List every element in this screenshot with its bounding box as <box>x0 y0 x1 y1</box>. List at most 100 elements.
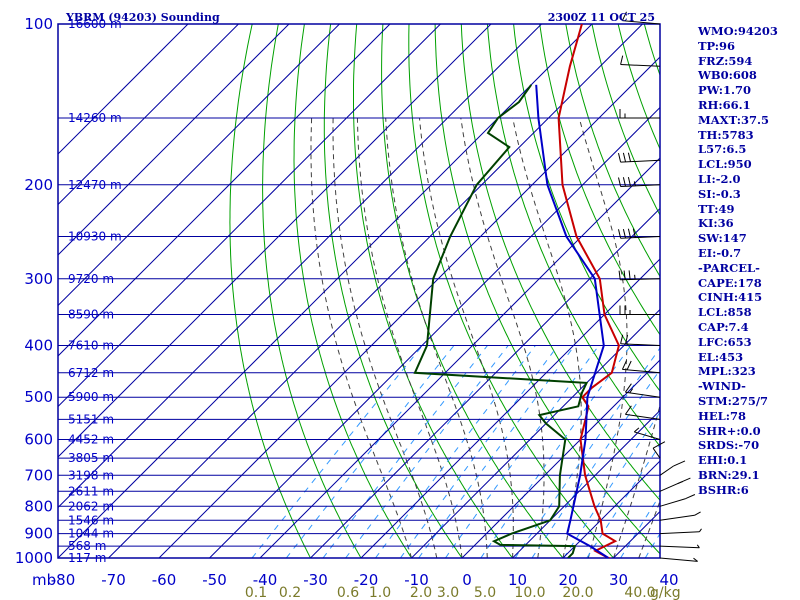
wind-barb <box>633 427 661 440</box>
wind-barb-staff <box>634 431 661 440</box>
temperature-tick-label: -30 <box>303 571 328 589</box>
pressure-tick-label: 100 <box>24 15 53 33</box>
index-item: TH:5783 <box>698 127 754 142</box>
wind-barb <box>618 228 661 239</box>
chart-valid-time: 2300Z 11 OCT 25 <box>548 11 655 24</box>
wind-barb-feather <box>624 383 632 393</box>
mixing-ratio-tick-label: 40.0 <box>624 585 655 600</box>
wind-barb <box>659 511 701 521</box>
index-item: LCL:950 <box>698 157 752 172</box>
index-item: LCL:858 <box>698 305 752 320</box>
sounding-profiles <box>413 24 620 558</box>
index-item: RH:66.1 <box>698 97 751 112</box>
wind-barb-feather <box>618 152 622 163</box>
wind-barb <box>621 360 661 374</box>
dewpoint-profile-line <box>413 84 589 558</box>
wind-barb-feather <box>622 228 626 239</box>
index-item: CAPE:178 <box>698 275 762 290</box>
wind-barb-staff <box>620 64 661 67</box>
dry-adiabat <box>460 24 660 501</box>
temperature-profile-line <box>557 24 620 558</box>
index-item: LFC:653 <box>698 334 752 349</box>
wind-barb-feather <box>652 441 666 449</box>
parcel-profile-line <box>535 84 609 558</box>
sounding-indices-panel: WMO:94203 TP:96 FRZ:594 WB0:608 PW:1.70 RH:66… <box>698 24 798 498</box>
moist-adiabat <box>310 117 412 558</box>
wind-barb <box>659 557 698 562</box>
index-item: KI:36 <box>698 216 734 231</box>
isotherm <box>613 511 661 559</box>
height-label: 12470 m <box>68 178 122 192</box>
mixing-ratio-tick-label: 10.0 <box>514 585 545 600</box>
wind-barb-feather <box>694 511 701 516</box>
moist-adiabat <box>356 117 463 558</box>
temperature-tick-label: -10 <box>404 571 429 589</box>
wind-barb-feather <box>621 360 627 370</box>
moist-adiabat <box>419 117 514 558</box>
wind-barb-feather <box>620 55 624 65</box>
index-item: BRN:29.1 <box>698 467 760 482</box>
pressure-unit-label: mb <box>32 571 56 589</box>
wind-barb-feather <box>627 152 631 162</box>
isotherm <box>57 23 340 306</box>
mixing-ratio-tick-label: 0.2 <box>279 585 301 600</box>
wind-barb-staff <box>659 557 698 562</box>
temperature-tick-label: -40 <box>253 571 278 589</box>
isotherm <box>158 56 661 559</box>
moist-adiabat <box>385 117 488 558</box>
height-label: 5151 m <box>68 412 114 426</box>
pressure-tick-label: 600 <box>24 431 53 449</box>
height-label: 568 m <box>68 539 106 553</box>
wind-barb-feather <box>685 494 696 500</box>
index-item: -PARCEL- <box>698 260 760 275</box>
wind-barb-feather <box>618 270 621 280</box>
wind-barb <box>624 405 661 420</box>
isotherm <box>57 23 441 407</box>
index-item: HEL:78 <box>698 408 746 423</box>
wind-barb-staff <box>659 545 700 549</box>
wind-barb-staff <box>620 184 661 187</box>
isotherm <box>57 23 290 256</box>
temperature-tick-label: -20 <box>354 571 379 589</box>
moist-adiabat <box>460 117 545 558</box>
wind-barb-staff <box>620 159 661 163</box>
index-item: FRZ:594 <box>698 53 753 68</box>
height-label: 9720 m <box>68 272 114 286</box>
wind-barb-half-feather <box>634 274 636 280</box>
mixing-ratio-tick-label: 0.1 <box>245 585 267 600</box>
index-item: BSHR:6 <box>698 482 749 497</box>
index-item: CINH:415 <box>698 290 763 305</box>
index-item: EL:453 <box>698 349 744 364</box>
height-label: 5900 m <box>68 390 114 404</box>
isotherm <box>57 23 542 508</box>
index-item: CAP:7.4 <box>698 319 749 334</box>
index-item: MAXT:37.5 <box>698 112 769 127</box>
pressure-tick-label: 1000 <box>15 549 53 567</box>
wind-barb-staff <box>659 465 674 476</box>
pressure-tick-label: 400 <box>24 337 53 355</box>
pressure-tick-label: 200 <box>24 176 53 194</box>
wind-barb-feather <box>696 544 700 549</box>
mixing-ratio-line <box>322 345 488 558</box>
wind-barb-feather <box>618 177 622 187</box>
wind-barb-staff <box>622 368 661 374</box>
pressure-tick-label: 900 <box>24 525 53 543</box>
wind-barb-feather <box>625 334 629 345</box>
height-label: 16600 m <box>68 17 122 31</box>
mixing-ratio-tick-label: 0.6 <box>337 585 359 600</box>
height-label: 7610 m <box>68 339 114 353</box>
index-item: TP:96 <box>698 38 736 53</box>
wind-barb-half-feather <box>629 388 634 394</box>
wind-barb-staff <box>620 278 661 281</box>
dry-adiabat <box>262 24 362 558</box>
height-label: 4452 m <box>68 433 114 447</box>
mixing-ratio-tick-label: 3.0 <box>437 585 459 600</box>
wind-barb-staff <box>625 391 661 398</box>
wind-barb-staff <box>620 236 661 239</box>
wind-barb-feather <box>673 460 686 467</box>
wind-barb-staff <box>659 482 681 492</box>
wind-barb <box>619 109 660 119</box>
height-label: 8590 m <box>68 308 114 322</box>
moist-adiabat <box>613 403 660 558</box>
